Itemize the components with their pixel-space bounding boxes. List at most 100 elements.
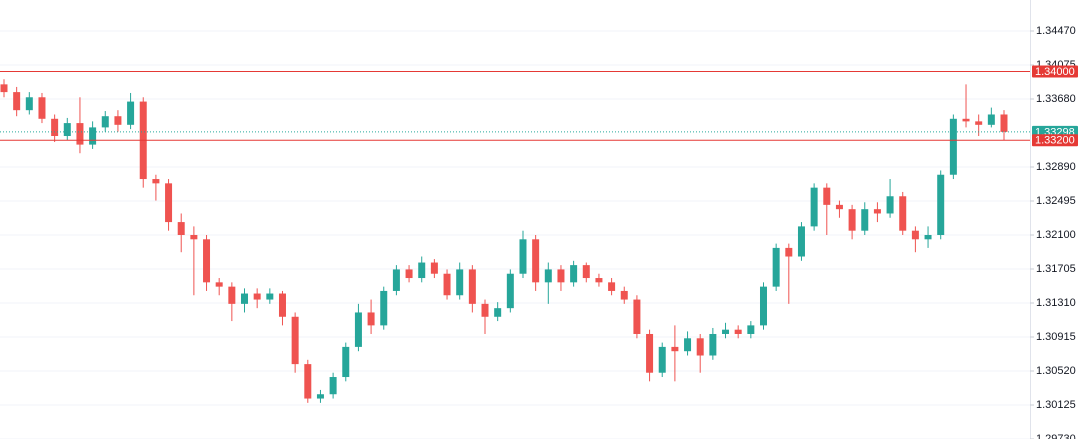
candle-body bbox=[684, 338, 692, 352]
candle-body bbox=[861, 209, 869, 231]
y-tick-label: 1.32890 bbox=[1036, 161, 1076, 173]
candle-body bbox=[772, 247, 780, 287]
candle-body bbox=[494, 308, 502, 317]
y-tick-label: 1.30125 bbox=[1036, 399, 1076, 411]
candle-body bbox=[962, 118, 970, 122]
candle-body bbox=[177, 222, 185, 235]
candle-body bbox=[899, 196, 907, 231]
candle-body bbox=[937, 174, 945, 235]
candle-body bbox=[405, 269, 413, 279]
candle-body bbox=[823, 187, 831, 205]
candle-body bbox=[278, 293, 286, 317]
candle-body bbox=[734, 329, 742, 334]
candle-body bbox=[127, 101, 135, 125]
candle-body bbox=[456, 269, 464, 296]
candle-body bbox=[924, 234, 932, 240]
candles bbox=[0, 79, 1008, 403]
y-tick-label: 1.30915 bbox=[1036, 331, 1076, 343]
candle-body bbox=[570, 265, 578, 283]
candle-body bbox=[0, 84, 8, 93]
candle-body bbox=[13, 92, 21, 111]
y-tick-label: 1.32100 bbox=[1036, 229, 1076, 241]
candle-body bbox=[506, 273, 514, 309]
candle-body bbox=[392, 269, 400, 291]
candle-body bbox=[304, 364, 312, 399]
candle-body bbox=[51, 118, 59, 137]
candle-body bbox=[532, 239, 540, 283]
y-tick-label: 1.31705 bbox=[1036, 263, 1076, 275]
candle-body bbox=[203, 239, 211, 283]
candle-body bbox=[418, 262, 426, 279]
candle-body bbox=[253, 293, 261, 300]
candle-body bbox=[342, 346, 350, 378]
candle-body bbox=[291, 316, 299, 365]
candle-body bbox=[646, 333, 654, 373]
candle-body bbox=[975, 121, 983, 125]
candle-body bbox=[241, 293, 249, 304]
candle-body bbox=[63, 123, 71, 137]
candle-body bbox=[759, 286, 767, 326]
candle-body bbox=[810, 187, 818, 227]
candle-body bbox=[329, 377, 337, 395]
candle-body bbox=[949, 118, 957, 175]
price-label: 1.33200 bbox=[1035, 135, 1075, 147]
y-axis: 1.344701.340751.336801.328901.324951.321… bbox=[1030, 25, 1076, 439]
price-label-box bbox=[1032, 134, 1078, 147]
candle-body bbox=[481, 303, 489, 317]
candle-body bbox=[620, 290, 628, 300]
candle-body bbox=[709, 333, 717, 356]
candle-body bbox=[228, 286, 236, 304]
candle-body bbox=[215, 282, 223, 287]
candle-body bbox=[38, 97, 46, 119]
candle-body bbox=[519, 239, 527, 274]
candle-body bbox=[367, 312, 375, 326]
candle-body bbox=[873, 209, 881, 214]
candle-body bbox=[797, 226, 805, 257]
candle-body bbox=[190, 234, 198, 240]
candle-body bbox=[430, 262, 438, 274]
candle-body bbox=[582, 265, 590, 279]
candle-body bbox=[633, 299, 641, 334]
y-tick-label: 1.34470 bbox=[1036, 25, 1076, 37]
candle-body bbox=[380, 290, 388, 326]
candle-body bbox=[785, 247, 793, 257]
y-tick-label: 1.29730 bbox=[1036, 433, 1076, 439]
candle-body bbox=[76, 123, 84, 145]
candle-body bbox=[848, 209, 856, 231]
candle-body bbox=[696, 338, 704, 356]
candle-body bbox=[152, 179, 160, 184]
candle-body bbox=[114, 116, 122, 125]
candle-body bbox=[1000, 114, 1008, 132]
candle-body bbox=[608, 282, 616, 291]
grid bbox=[0, 30, 1030, 439]
price-label-box bbox=[1032, 65, 1078, 78]
candle-body bbox=[544, 269, 552, 283]
candle-body bbox=[316, 394, 324, 399]
candle-body bbox=[886, 196, 894, 214]
price-label: 1.34000 bbox=[1035, 66, 1075, 78]
candle-body bbox=[595, 278, 603, 283]
candle-body bbox=[835, 204, 843, 210]
candle-body bbox=[557, 269, 565, 283]
candle-body bbox=[165, 183, 173, 223]
y-tick-label: 1.30520 bbox=[1036, 365, 1076, 377]
candle-body bbox=[443, 273, 451, 296]
y-tick-label: 1.33680 bbox=[1036, 93, 1076, 105]
candle-body bbox=[671, 346, 679, 352]
candle-body bbox=[25, 97, 33, 111]
candle-body bbox=[987, 114, 995, 125]
candle-body bbox=[354, 312, 362, 347]
candle-body bbox=[266, 293, 274, 300]
candle-body bbox=[89, 127, 97, 145]
y-tick-label: 1.32495 bbox=[1036, 195, 1076, 207]
candle-body bbox=[747, 325, 755, 334]
candle-body bbox=[911, 230, 919, 240]
candle-body bbox=[101, 116, 109, 128]
candle-body bbox=[658, 346, 666, 373]
candle-body bbox=[468, 269, 476, 304]
candle-body bbox=[722, 329, 730, 334]
y-tick-label: 1.31310 bbox=[1036, 297, 1076, 309]
